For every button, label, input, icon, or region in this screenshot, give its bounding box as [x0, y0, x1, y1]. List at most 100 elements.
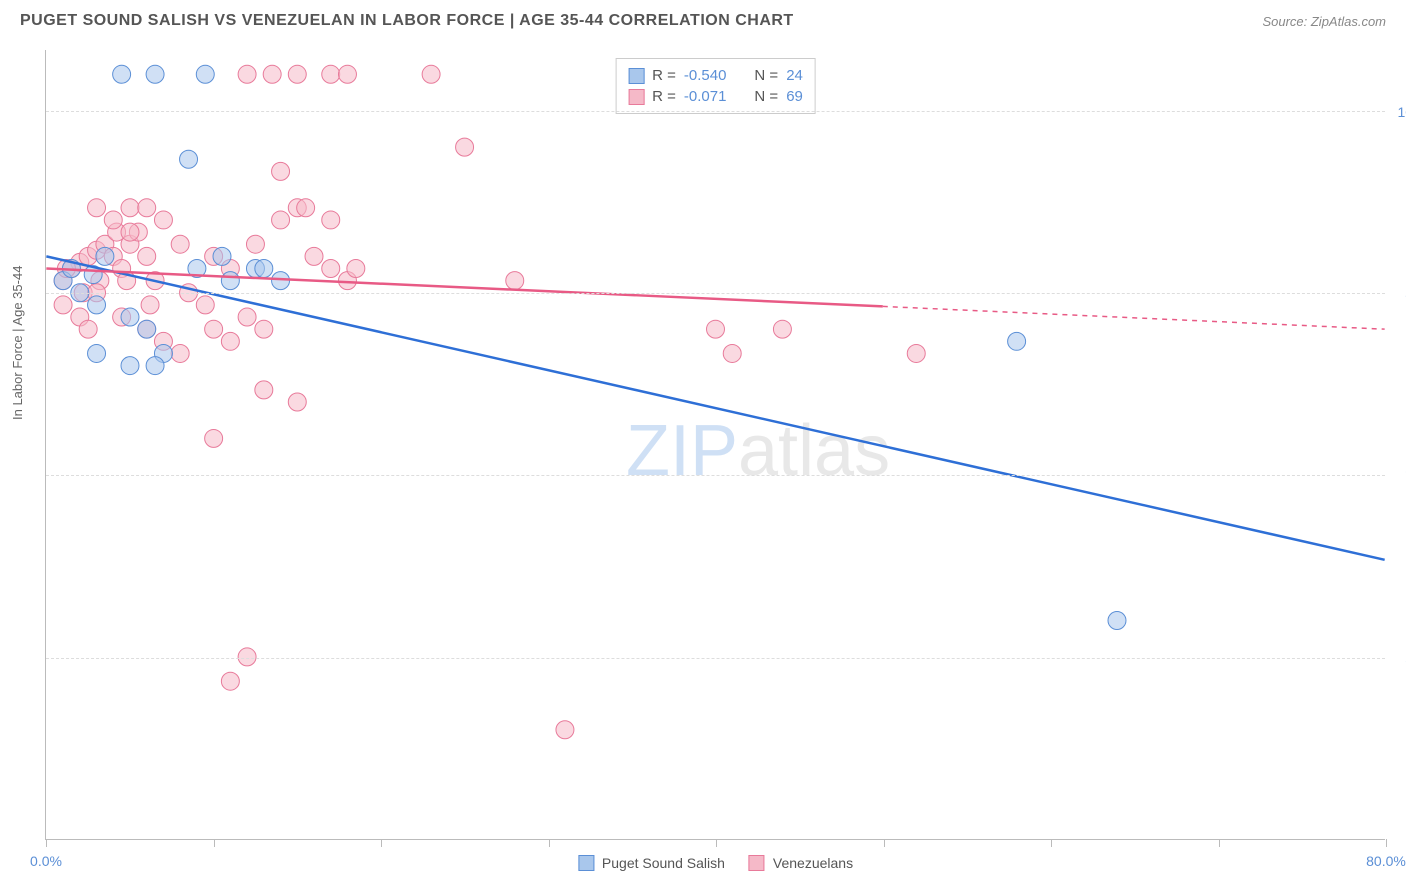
- r-label: R =: [652, 88, 676, 105]
- gridline-h: 55.0%: [46, 658, 1385, 659]
- scatter-point: [54, 296, 72, 314]
- y-tick-label: 100.0%: [1398, 104, 1406, 120]
- scatter-point: [205, 320, 223, 338]
- scatter-point: [347, 260, 365, 278]
- legend-swatch: [628, 89, 644, 105]
- scatter-point: [138, 199, 156, 217]
- scatter-point: [1108, 612, 1126, 630]
- regression-line: [46, 268, 882, 306]
- scatter-point: [146, 65, 164, 83]
- x-tick: [884, 839, 885, 847]
- scatter-point: [205, 429, 223, 447]
- scatter-point: [171, 344, 189, 362]
- scatter-point: [255, 381, 273, 399]
- legend-item: Venezuelans: [749, 855, 853, 871]
- scatter-point: [141, 296, 159, 314]
- r-value: -0.540: [684, 67, 727, 84]
- chart-plot-area: ZIPatlas R =-0.540N =24R =-0.071N =69 Pu…: [45, 50, 1385, 840]
- scatter-point: [180, 150, 198, 168]
- scatter-point: [707, 320, 725, 338]
- scatter-point: [104, 211, 122, 229]
- scatter-point: [154, 211, 172, 229]
- x-tick: [716, 839, 717, 847]
- scatter-point: [272, 162, 290, 180]
- scatter-point: [305, 247, 323, 265]
- x-tick: [214, 839, 215, 847]
- gridline-h: 85.0%: [46, 293, 1385, 294]
- scatter-point: [288, 393, 306, 411]
- chart-header: PUGET SOUND SALISH VS VENEZUELAN IN LABO…: [0, 0, 1406, 38]
- scatter-point: [297, 199, 315, 217]
- scatter-point: [171, 235, 189, 253]
- scatter-point: [238, 308, 256, 326]
- scatter-point: [246, 235, 264, 253]
- scatter-point: [506, 272, 524, 290]
- y-axis-label: In Labor Force | Age 35-44: [10, 266, 25, 420]
- chart-title: PUGET SOUND SALISH VS VENEZUELAN IN LABO…: [20, 12, 794, 30]
- n-label: N =: [754, 67, 778, 84]
- scatter-point: [79, 320, 97, 338]
- x-tick: [381, 839, 382, 847]
- scatter-point: [221, 332, 239, 350]
- gridline-h: 70.0%: [46, 475, 1385, 476]
- legend-item: Puget Sound Salish: [578, 855, 725, 871]
- scatter-point: [263, 65, 281, 83]
- regression-line: [46, 256, 1384, 559]
- scatter-point: [146, 357, 164, 375]
- scatter-point: [288, 65, 306, 83]
- stats-row: R = -0.071 N = 69: [628, 86, 803, 107]
- scatter-point: [422, 65, 440, 83]
- scatter-point: [121, 199, 139, 217]
- scatter-point: [773, 320, 791, 338]
- scatter-point: [121, 308, 139, 326]
- scatter-point: [138, 320, 156, 338]
- n-value: 69: [786, 88, 803, 105]
- legend-swatch: [628, 68, 644, 84]
- scatter-point: [238, 65, 256, 83]
- scatter-point: [221, 272, 239, 290]
- scatter-point: [113, 65, 131, 83]
- bottom-legend: Puget Sound Salish Venezuelans: [578, 855, 853, 871]
- scatter-point: [255, 320, 273, 338]
- scatter-point: [907, 344, 925, 362]
- x-tick: [1051, 839, 1052, 847]
- x-tick-label: 0.0%: [30, 853, 62, 869]
- scatter-point: [196, 296, 214, 314]
- x-tick: [46, 839, 47, 847]
- scatter-svg: [46, 50, 1385, 839]
- scatter-point: [322, 260, 340, 278]
- scatter-point: [121, 223, 139, 241]
- scatter-point: [322, 65, 340, 83]
- r-value: -0.071: [684, 88, 727, 105]
- scatter-point: [213, 247, 231, 265]
- scatter-point: [121, 357, 139, 375]
- stats-row: R = -0.540 N = 24: [628, 65, 803, 86]
- scatter-point: [196, 65, 214, 83]
- scatter-point: [96, 247, 114, 265]
- scatter-point: [88, 199, 106, 217]
- scatter-point: [456, 138, 474, 156]
- legend-label: Venezuelans: [773, 855, 853, 871]
- x-tick: [1386, 839, 1387, 847]
- r-label: R =: [652, 67, 676, 84]
- gridline-h: 100.0%: [46, 111, 1385, 112]
- correlation-stats-box: R = -0.540 N = 24 R = -0.071 N = 69: [615, 58, 816, 114]
- legend-swatch: [749, 855, 765, 871]
- scatter-point: [723, 344, 741, 362]
- x-tick: [1219, 839, 1220, 847]
- scatter-point: [88, 344, 106, 362]
- x-tick: [549, 839, 550, 847]
- scatter-point: [338, 65, 356, 83]
- scatter-point: [556, 721, 574, 739]
- legend-swatch: [578, 855, 594, 871]
- scatter-point: [221, 672, 239, 690]
- scatter-point: [88, 296, 106, 314]
- x-tick-label: 80.0%: [1366, 853, 1406, 869]
- n-value: 24: [786, 67, 803, 84]
- scatter-point: [322, 211, 340, 229]
- scatter-point: [255, 260, 273, 278]
- regression-line-dashed: [883, 306, 1385, 329]
- legend-label: Puget Sound Salish: [602, 855, 725, 871]
- scatter-point: [272, 211, 290, 229]
- n-label: N =: [754, 88, 778, 105]
